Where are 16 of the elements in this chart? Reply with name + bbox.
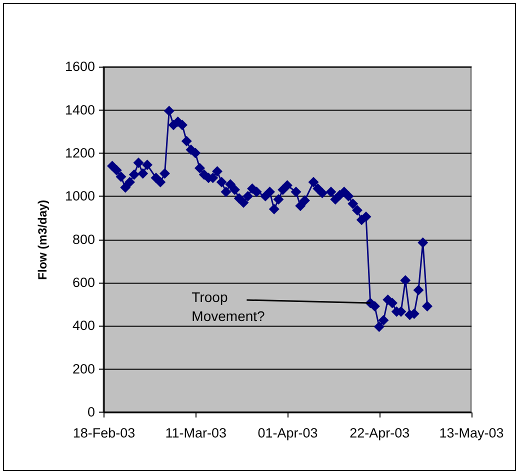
y-tick-label: 0: [87, 404, 95, 420]
x-tick-label: 18-Feb-03: [72, 426, 136, 440]
y-tick-label: 1000: [64, 188, 95, 204]
x-tick-label: 11-Mar-03: [165, 426, 227, 440]
y-tick-label: 800: [72, 232, 95, 247]
y-tick-label: 400: [72, 318, 95, 334]
y-axis-title: Flow (m3/day): [36, 200, 50, 280]
y-tick-label: 1600: [64, 59, 95, 74]
y-tick-label: 1200: [64, 146, 95, 161]
x-tick-label: 22-Apr-03: [350, 426, 410, 440]
y-tick-label: 200: [72, 361, 95, 376]
y-tick-label: 1400: [64, 102, 95, 118]
y-tick-label: 600: [72, 275, 95, 290]
x-tick-label: 13-May-03: [439, 426, 504, 440]
x-tick-label: 01-Apr-03: [258, 426, 318, 440]
annotation: Troop Movement?: [192, 289, 266, 324]
